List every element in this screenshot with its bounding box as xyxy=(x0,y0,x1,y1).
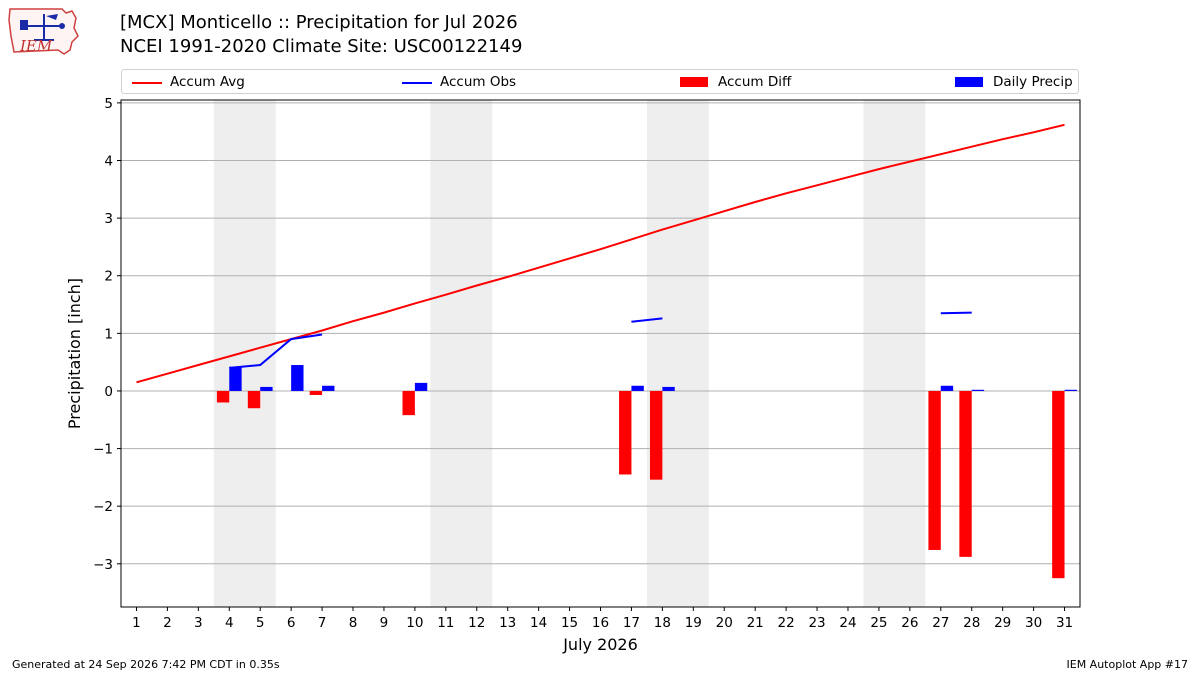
accum-diff-bar xyxy=(247,390,261,409)
accum-obs-line xyxy=(940,311,972,315)
y-tick-label: 2 xyxy=(104,269,113,285)
x-tick-label: 27 xyxy=(932,615,949,631)
generated-timestamp: Generated at 24 Sep 2026 7:42 PM CDT in … xyxy=(12,658,280,671)
plot-frame xyxy=(120,99,1081,608)
x-tick-label: 17 xyxy=(623,615,640,631)
y-axis-label: Precipitation [inch] xyxy=(65,278,84,429)
y-tick-label: 0 xyxy=(104,384,113,400)
x-tick-label: 24 xyxy=(839,615,856,631)
x-tick-label: 8 xyxy=(349,615,358,631)
legend-swatch-accum-diff xyxy=(680,77,708,87)
iem-logo-icon: IEM xyxy=(8,8,79,55)
x-tick-label: 7 xyxy=(318,615,327,631)
chart-legend: Accum Avg Accum Obs Accum Diff Daily Pre… xyxy=(121,69,1079,94)
daily-precip-bar xyxy=(291,365,304,391)
y-tick-label: 5 xyxy=(104,96,113,112)
daily-precip-bar xyxy=(260,386,273,391)
x-tick-label: 19 xyxy=(685,615,702,631)
legend-label-accum-avg: Accum Avg xyxy=(170,74,245,90)
x-tick-label: 12 xyxy=(468,615,485,631)
chart-title: [MCX] Monticello :: Precipitation for Ju… xyxy=(120,12,518,33)
x-tick-label: 10 xyxy=(406,615,423,631)
svg-text:IEM: IEM xyxy=(19,37,53,55)
x-tick-label: 3 xyxy=(194,615,203,631)
y-tick-label: −1 xyxy=(93,442,113,458)
legend-item-accum-avg: Accum Avg xyxy=(130,73,330,91)
accum-obs-line xyxy=(229,333,323,369)
daily-precip-bar xyxy=(414,382,428,391)
daily-precip-bar xyxy=(971,389,985,391)
accum-diff-bar xyxy=(309,390,323,395)
x-tick-label: 23 xyxy=(808,615,825,631)
chart-subtitle: NCEI 1991-2020 Climate Site: USC00122149 xyxy=(120,36,523,57)
legend-swatch-daily-precip xyxy=(955,77,983,87)
legend-swatch-accum-obs xyxy=(402,82,432,84)
x-tick-label: 29 xyxy=(994,615,1011,631)
accum-diff-bar xyxy=(649,390,663,480)
accum-diff-bar xyxy=(928,390,941,550)
y-tick-label: −3 xyxy=(93,557,113,573)
weekend-band xyxy=(863,100,926,607)
legend-item-accum-obs: Accum Obs xyxy=(400,73,600,91)
accum-obs-line xyxy=(631,317,663,323)
x-tick-label: 30 xyxy=(1025,615,1042,631)
weekend-band xyxy=(430,100,493,607)
x-tick-label: 28 xyxy=(963,615,980,631)
daily-precip-bar xyxy=(1064,389,1077,391)
y-tick-label: 4 xyxy=(104,153,113,169)
x-tick-label: 6 xyxy=(287,615,296,631)
x-tick-label: 14 xyxy=(530,615,547,631)
accum-diff-bar xyxy=(216,390,230,403)
legend-label-accum-diff: Accum Diff xyxy=(718,74,792,90)
accum-diff-bar xyxy=(959,390,972,557)
x-tick-label: 16 xyxy=(592,615,609,631)
y-tick-label: 1 xyxy=(104,326,113,342)
daily-precip-bar xyxy=(631,385,644,391)
daily-precip-bar xyxy=(940,385,954,391)
x-tick-label: 15 xyxy=(561,615,578,631)
y-tick-label: 3 xyxy=(104,211,113,227)
weekend-band xyxy=(213,100,276,607)
legend-swatch-accum-avg xyxy=(132,82,162,84)
daily-precip-bar xyxy=(229,366,242,391)
accum-diff-bar xyxy=(619,390,632,475)
legend-label-daily-precip: Daily Precip xyxy=(993,74,1073,90)
app-attribution: IEM Autoplot App #17 xyxy=(1066,658,1189,671)
x-tick-label: 1 xyxy=(132,615,141,631)
x-tick-label: 5 xyxy=(256,615,265,631)
x-tick-label: 25 xyxy=(870,615,887,631)
x-tick-label: 2 xyxy=(163,615,172,631)
x-tick-label: 20 xyxy=(716,615,733,631)
x-axis-label: July 2026 xyxy=(562,635,638,654)
legend-label-accum-obs: Accum Obs xyxy=(440,74,517,90)
accum-diff-bar xyxy=(402,390,415,416)
legend-item-accum-diff: Accum Diff xyxy=(678,73,878,91)
weekend-band xyxy=(646,100,709,607)
x-tick-label: 22 xyxy=(778,615,795,631)
daily-precip-bar xyxy=(322,385,335,391)
x-tick-label: 9 xyxy=(380,615,389,631)
x-tick-label: 26 xyxy=(901,615,918,631)
x-tick-label: 31 xyxy=(1056,615,1073,631)
y-tick-label: −2 xyxy=(93,499,113,515)
x-tick-label: 21 xyxy=(747,615,764,631)
x-tick-label: 18 xyxy=(654,615,671,631)
x-tick-label: 13 xyxy=(499,615,516,631)
accum-diff-bar xyxy=(1052,390,1065,579)
daily-precip-bar xyxy=(662,386,675,391)
x-tick-label: 11 xyxy=(437,615,454,631)
legend-item-daily-precip: Daily Precip xyxy=(953,73,1078,91)
x-tick-label: 4 xyxy=(225,615,234,631)
